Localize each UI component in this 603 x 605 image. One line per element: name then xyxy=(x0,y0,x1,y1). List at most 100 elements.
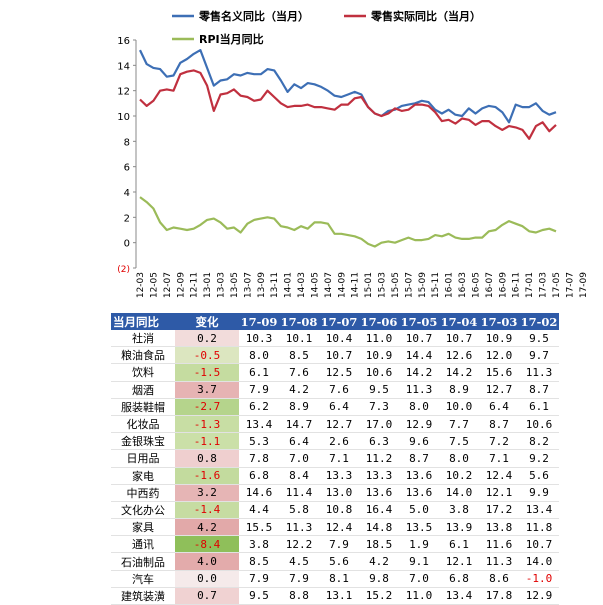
legend-label: 零售实际同比（当月） xyxy=(370,9,481,23)
x-tick-label: 13-05 xyxy=(230,272,240,298)
row-value: 7.9 xyxy=(239,381,279,399)
line-chart: (2) 0 2 4 6 8 10 12 14 16 12-03 12-05 12-07 12-09 12-1… xyxy=(117,9,589,298)
table-row: 通讯 -8.4 3.8 12.2 7.9 18.5 1.9 6.1 11.6 10.7 xyxy=(111,535,559,554)
series-line-0 xyxy=(139,48,557,124)
row-value: 15.6 xyxy=(479,363,519,382)
row-value: 9.9 xyxy=(519,484,559,502)
row-value: 7.1 xyxy=(319,449,359,468)
row-value: 9.5 xyxy=(239,587,279,605)
row-category: 汽车 xyxy=(111,570,175,588)
row-change: -1.3 xyxy=(175,415,239,434)
header-month: 17-02 xyxy=(519,313,559,330)
y-tick-label: 6 xyxy=(124,163,130,174)
x-tick-label: 14-11 xyxy=(351,272,361,298)
x-tick-label: 17-03 xyxy=(539,272,549,298)
row-value: 14.8 xyxy=(359,518,399,537)
table-body: 社消 0.2 10.3 10.1 10.4 11.0 10.7 10.7 10.9 9.5 粮油食品… xyxy=(111,330,559,605)
row-value: 11.3 xyxy=(279,518,319,537)
row-value: 1.9 xyxy=(399,535,439,554)
series-line-1 xyxy=(139,69,557,140)
row-value: 8.6 xyxy=(479,570,519,588)
row-value: 11.3 xyxy=(479,552,519,571)
row-value: 9.5 xyxy=(519,330,559,348)
table-row: 化妆品 -1.3 13.4 14.7 12.7 17.0 12.9 7.7 8.7 10.6 xyxy=(111,415,559,434)
row-value: 12.0 xyxy=(479,346,519,365)
row-value: 7.5 xyxy=(439,432,479,451)
header-month: 17-06 xyxy=(359,313,399,330)
row-category: 化妆品 xyxy=(111,415,175,434)
row-category: 饮料 xyxy=(111,363,175,382)
row-value: 3.8 xyxy=(439,501,479,520)
row-value: 12.6 xyxy=(439,346,479,365)
row-value: 7.9 xyxy=(239,570,279,588)
table-row: 服装鞋帽 -2.7 6.2 8.9 6.4 7.3 8.0 10.0 6.4 6.1 xyxy=(111,398,559,416)
row-value: 4.2 xyxy=(359,552,399,571)
header-change: 变化 xyxy=(175,313,239,330)
row-value: 8.0 xyxy=(239,346,279,365)
data-table: 当月同比 变化 17-09 17-08 17-07 17-06 17-05 17… xyxy=(111,313,559,605)
row-value: 6.1 xyxy=(519,398,559,416)
row-value: 9.6 xyxy=(399,432,439,451)
row-value: 5.0 xyxy=(399,501,439,520)
x-tick-label: 15-09 xyxy=(418,272,428,298)
row-change: -1.5 xyxy=(175,363,239,382)
x-tick-label: 17-07 xyxy=(565,272,575,298)
x-tick-label: 17-05 xyxy=(552,272,562,298)
table-row: 日用品 0.8 7.8 7.0 7.1 11.2 8.7 8.0 7.1 9.2 xyxy=(111,449,559,468)
row-value: 8.1 xyxy=(319,570,359,588)
header-month: 17-08 xyxy=(279,313,319,330)
row-value: 11.2 xyxy=(359,449,399,468)
row-value: 6.1 xyxy=(239,363,279,382)
table-row: 建筑装潢 0.7 9.5 8.8 13.1 15.2 11.0 13.4 17.8 12.9 xyxy=(111,587,559,605)
row-value: 9.1 xyxy=(399,552,439,571)
row-value: 11.8 xyxy=(519,518,559,537)
row-value: 13.3 xyxy=(359,467,399,485)
header-month: 17-05 xyxy=(399,313,439,330)
row-value: 8.9 xyxy=(279,398,319,416)
row-value: 7.7 xyxy=(439,415,479,434)
row-value: 13.4 xyxy=(239,415,279,434)
row-value: 7.1 xyxy=(479,449,519,468)
row-change: 4.2 xyxy=(175,518,239,537)
row-value: 13.6 xyxy=(399,484,439,502)
row-value: 9.7 xyxy=(519,346,559,365)
row-value: 13.6 xyxy=(359,484,399,502)
row-value: 6.8 xyxy=(239,467,279,485)
x-tick-label: 12-11 xyxy=(190,272,200,298)
row-value: -1.0 xyxy=(519,570,559,588)
row-change: 0.0 xyxy=(175,570,239,588)
row-value: 13.9 xyxy=(439,518,479,537)
row-value: 13.8 xyxy=(479,518,519,537)
row-change: 4.0 xyxy=(175,552,239,571)
table-row: 金银珠宝 -1.1 5.3 6.4 2.6 6.3 9.6 7.5 7.2 8.2 xyxy=(111,432,559,451)
row-category: 家电 xyxy=(111,467,175,485)
row-value: 10.9 xyxy=(479,330,519,348)
row-value: 15.5 xyxy=(239,518,279,537)
row-category: 金银珠宝 xyxy=(111,432,175,451)
row-category: 社消 xyxy=(111,330,175,348)
row-value: 6.3 xyxy=(359,432,399,451)
row-value: 17.0 xyxy=(359,415,399,434)
table-row: 家电 -1.6 6.8 8.4 13.3 13.3 13.6 10.2 12.4 5.6 xyxy=(111,467,559,485)
row-change: -1.1 xyxy=(175,432,239,451)
table-row: 家具 4.2 15.5 11.3 12.4 14.8 13.5 13.9 13.8 11.8 xyxy=(111,518,559,537)
header-month: 17-03 xyxy=(479,313,519,330)
y-tick-label: 4 xyxy=(124,188,130,199)
row-category: 石油制品 xyxy=(111,552,175,571)
row-category: 家具 xyxy=(111,518,175,537)
row-value: 8.7 xyxy=(479,415,519,434)
row-value: 4.2 xyxy=(279,381,319,399)
x-tick-label: 16-03 xyxy=(458,272,468,298)
row-value: 15.2 xyxy=(359,587,399,605)
row-change: 3.2 xyxy=(175,484,239,502)
row-value: 10.6 xyxy=(519,415,559,434)
row-value: 13.0 xyxy=(319,484,359,502)
row-category: 日用品 xyxy=(111,449,175,468)
row-value: 10.7 xyxy=(319,346,359,365)
row-value: 10.7 xyxy=(439,330,479,348)
row-value: 11.0 xyxy=(359,330,399,348)
row-category: 服装鞋帽 xyxy=(111,398,175,416)
row-value: 12.1 xyxy=(479,484,519,502)
row-value: 7.8 xyxy=(239,449,279,468)
row-value: 10.8 xyxy=(319,501,359,520)
